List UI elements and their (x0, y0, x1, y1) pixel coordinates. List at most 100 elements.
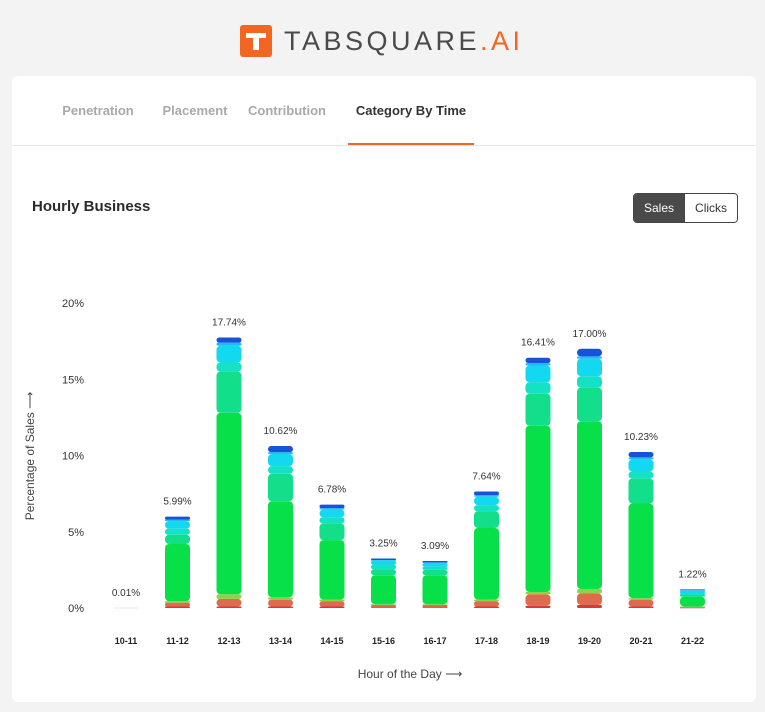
bar-segment (371, 558, 396, 560)
bar-segment (628, 503, 654, 599)
tab-penetration[interactable]: Penetration (62, 103, 134, 118)
clicks-toggle-button[interactable]: Clicks (684, 194, 738, 222)
x-tick-label: 11-12 (166, 636, 189, 646)
bar-segment (165, 521, 190, 529)
bar-segment (165, 534, 190, 544)
bar-segment (165, 543, 190, 602)
bar-segment (216, 345, 242, 363)
x-tick-label: 20-21 (629, 636, 652, 646)
bar-segment (371, 560, 396, 565)
bar-value-label: 1.22% (678, 569, 706, 580)
bar-value-label: 3.09% (421, 541, 449, 552)
bar-segment (268, 446, 293, 453)
bar-segment (474, 601, 499, 607)
bar-segment (422, 563, 448, 567)
bar-segment (680, 596, 705, 607)
bar-segment (268, 606, 293, 608)
report-card: Penetration Placement Contribution Categ… (12, 76, 756, 702)
bar-segment (525, 363, 551, 366)
bar-segment (319, 508, 345, 510)
bar-segment (577, 604, 602, 608)
bar-segment (371, 559, 396, 561)
bar-segment (474, 491, 499, 496)
bar-segment (319, 599, 345, 602)
bar-segment (268, 597, 293, 600)
bar-segment (371, 604, 396, 605)
x-tick-label: 16-17 (423, 636, 446, 646)
bar-segment (268, 599, 293, 607)
y-axis-title: Percentage of Sales ⟶ (23, 392, 37, 521)
tab-placement[interactable]: Placement (162, 103, 228, 118)
bar-segment (268, 473, 293, 502)
bar-segment (113, 607, 139, 609)
bar-segment (577, 593, 602, 605)
bar-segment (371, 564, 396, 570)
bar-segment (319, 540, 345, 600)
bar-segment (165, 519, 190, 522)
bar-segment (628, 599, 654, 607)
bar-segment (165, 602, 190, 607)
y-tick-label: 15% (62, 374, 84, 386)
bar-segment (628, 457, 654, 460)
t-logo-icon (240, 25, 272, 57)
bar-segment (525, 594, 551, 606)
brand-accent: .AI (480, 26, 524, 56)
bar-segment (371, 569, 396, 576)
brand-logo: TABSQUARE.AI (284, 22, 524, 60)
x-tick-label: 13-14 (269, 636, 292, 646)
bar-segment (165, 601, 190, 603)
x-tick-label: 18-19 (526, 636, 549, 646)
bar-segment (577, 421, 602, 589)
metric-toggle: Sales Clicks (633, 193, 739, 223)
bar-segment (422, 566, 448, 570)
x-tick-label: 14-15 (320, 636, 343, 646)
bar-segment (628, 598, 654, 600)
tab-bar: Penetration Placement Contribution Categ… (12, 76, 756, 146)
bar-segment (577, 356, 602, 359)
bar-segment (474, 495, 499, 497)
bar-segment (680, 590, 705, 594)
bar-segment (680, 593, 705, 596)
sales-toggle-button[interactable]: Sales (634, 194, 685, 222)
bar-value-label: 17.74% (212, 317, 246, 328)
bar-segment (525, 591, 551, 595)
bar-segment (577, 348, 602, 357)
bar-segment (422, 562, 448, 564)
bar-segment (474, 496, 499, 506)
x-tick-label: 19-20 (578, 636, 601, 646)
x-tick-label: 21-22 (681, 636, 704, 646)
bar-segment (319, 523, 345, 541)
bar-segment (577, 376, 602, 388)
bar-segment (371, 575, 396, 605)
bar-segment (525, 393, 551, 426)
bar-segment (525, 357, 551, 364)
bar-segment (268, 453, 293, 467)
brand-name: TABSQUARE (284, 26, 481, 56)
bar-segment (628, 459, 654, 472)
hourly-business-chart: 0% 5% 10% 15% 20% 0.01% 10-11 5.99% 11-12 17.74% 1… (23, 298, 707, 681)
bar-value-label: 17.00% (573, 329, 607, 340)
bar-segment (268, 501, 293, 598)
tab-category-by-time[interactable]: Category By Time (348, 76, 474, 145)
bar-segment (319, 504, 345, 509)
bar-segment (371, 604, 396, 608)
bar-segment (216, 606, 242, 608)
bar-segment (216, 598, 242, 607)
bar-segment (165, 516, 190, 520)
y-tick-label: 5% (68, 527, 84, 539)
y-tick-label: 10% (62, 451, 84, 463)
bar-value-label: 10.23% (624, 432, 658, 443)
bar-segment (474, 511, 499, 528)
bar-value-label: 0.01% (112, 588, 140, 599)
bar-segment (628, 451, 654, 458)
bar-segment (268, 466, 293, 474)
bar-segment (577, 588, 602, 594)
bar-value-label: 3.25% (369, 538, 397, 549)
bar-segment (628, 606, 654, 608)
bar-segment (422, 569, 448, 576)
bar-value-label: 6.78% (318, 485, 346, 496)
bar-value-label: 5.99% (163, 497, 191, 508)
tab-contribution[interactable]: Contribution (248, 103, 326, 118)
bar-value-label: 7.64% (472, 471, 500, 482)
bar-segment (165, 606, 190, 608)
